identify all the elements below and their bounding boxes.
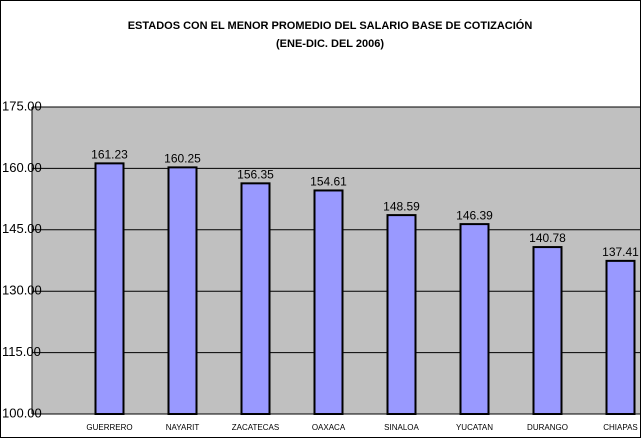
x-tick-label: CHIAPAS [603,423,638,432]
value-label: 161.23 [91,148,128,162]
bar [605,259,636,416]
value-label: 156.35 [237,168,274,182]
y-tick-label: 175.00 [2,98,42,113]
chart-subtitle: (ENE-DIC. DEL 2006) [276,38,384,50]
y-tick-label: 100.00 [2,405,42,420]
bar [313,189,344,415]
x-tick-label: DURANGO [527,423,568,432]
bar [94,162,125,415]
value-label: 160.25 [164,152,201,166]
bar [459,223,490,415]
y-tick-label: 160.00 [2,160,42,175]
x-tick-label: OAXACA [312,423,346,432]
bar [167,166,198,415]
bar [240,182,271,415]
y-tick-label: 130.00 [2,283,42,298]
x-tick-label: YUCATAN [456,423,493,432]
chart-title: ESTADOS CON EL MENOR PROMEDIO DEL SALARI… [128,19,533,32]
x-tick-label: GUERRERO [86,423,132,432]
value-label: 154.61 [310,175,347,189]
x-tick-label: ZACATECAS [232,423,279,432]
value-label: 148.59 [383,199,420,213]
value-label: 146.39 [456,208,493,222]
y-tick-label: 115.00 [2,344,41,359]
bar [386,214,417,415]
value-label: 140.78 [529,231,566,245]
x-tick-label: NAYARIT [166,423,200,432]
x-tick-label: SINALOA [384,423,419,432]
value-label: 137.41 [602,245,639,259]
bar [532,246,563,415]
y-tick-label: 145.00 [2,221,42,236]
